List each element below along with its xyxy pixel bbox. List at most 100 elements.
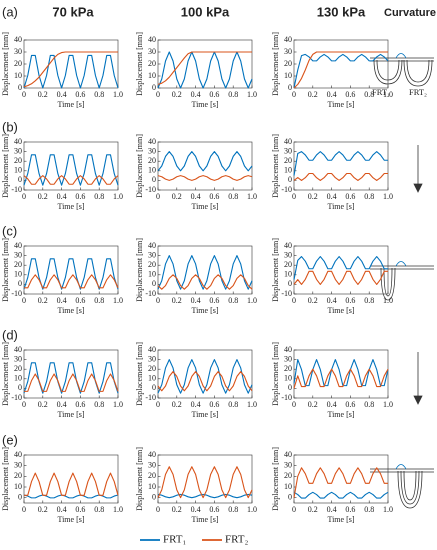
plot-frame [293,141,389,191]
y-tick-label: 0 [18,279,22,288]
x-tick-label: 0.2 [38,90,48,99]
series-line [157,151,253,172]
plot-frame [157,141,253,191]
y-tick-label: 0 [152,492,156,501]
x-tick-label: 0.8 [94,192,104,201]
series-line [293,51,388,89]
y-tick-label: -10 [281,289,292,298]
series-line [293,151,388,176]
series-line [157,466,253,499]
x-tick-label: 1.0 [113,505,123,514]
y-axis-label: Displacement [mm] [1,32,10,96]
x-tick-label: 0 [292,400,296,409]
y-tick-label: 30 [284,250,292,259]
y-tick-label: -10 [145,185,156,194]
y-axis-label: Displacement [mm] [271,32,280,96]
curvature-drawing [370,53,434,509]
x-tick-label: 0.8 [364,296,374,305]
y-tick-label: 30 [14,460,22,469]
x-tick-label: 0 [156,296,160,305]
y-tick-label: 0 [152,383,156,392]
y-tick-label: 40 [148,137,156,146]
x-tick-label: 0.8 [228,192,238,201]
series-line [293,467,388,498]
x-tick-label: 0.6 [209,400,219,409]
x-axis-label: Time [s] [191,306,218,315]
y-tick-label: 0 [288,279,292,288]
y-tick-label: 20 [14,156,22,165]
y-tick-label: 10 [148,71,156,80]
x-tick-label: 0.2 [38,296,48,305]
y-tick-label: 10 [14,482,22,491]
y-tick-label: 10 [148,482,156,491]
row-label: (c) [2,223,17,238]
x-tick-label: 1.0 [247,400,257,409]
x-tick-label: 0.6 [75,296,85,305]
x-axis-label: Time [s] [57,100,84,109]
x-tick-label: 0.6 [209,505,219,514]
x-tick-label: 0.2 [38,400,48,409]
y-tick-label: 30 [148,250,156,259]
plot-frame [23,454,119,504]
x-tick-label: 0 [22,296,26,305]
series-line [23,258,119,290]
x-tick-label: 1.0 [247,192,257,201]
x-tick-label: 0.6 [75,192,85,201]
y-tick-label: 30 [284,354,292,363]
plot-frame [157,245,253,295]
x-tick-label: 0.4 [327,400,337,409]
series-line [293,359,389,387]
y-tick-label: 10 [148,270,156,279]
y-tick-label: 10 [14,166,22,175]
series-line [293,368,389,389]
x-tick-label: 0 [22,400,26,409]
x-tick-label: 0.2 [172,192,182,201]
y-tick-label: 30 [284,146,292,155]
x-tick-label: 0.2 [308,505,318,514]
row-label: (b) [2,119,18,134]
y-tick-label: 10 [284,166,292,175]
x-tick-label: 0.4 [327,505,337,514]
x-axis-label: Time [s] [57,202,84,211]
y-tick-label: 30 [148,47,156,56]
y-tick-label: 30 [148,146,156,155]
x-tick-label: 0.8 [364,90,374,99]
x-tick-label: 0 [292,296,296,305]
y-axis-label: Displacement [mm] [1,342,10,406]
y-tick-label: 30 [14,146,22,155]
x-tick-label: 0.6 [209,192,219,201]
x-tick-label: 0.2 [172,90,182,99]
x-tick-label: 1.0 [113,400,123,409]
x-tick-label: 0.6 [75,505,85,514]
y-axis-label: Displacement [mm] [271,238,280,302]
y-tick-label: 40 [148,35,156,44]
plot-frame [157,349,253,399]
x-axis-label: Time [s] [57,410,84,419]
row-label: (d) [2,327,18,342]
y-axis-label: Displacement [mm] [135,32,144,96]
y-tick-label: 0 [152,83,156,92]
y-axis-label: Displacement [mm] [135,447,144,511]
x-tick-label: 0.8 [228,296,238,305]
y-tick-label: 40 [14,35,22,44]
y-tick-label: 40 [14,241,22,250]
x-tick-label: 0 [156,505,160,514]
x-tick-label: 0.4 [327,192,337,201]
plot-frame [293,245,389,295]
y-tick-label: 20 [148,364,156,373]
y-tick-label: 20 [284,364,292,373]
x-tick-label: 0.4 [327,90,337,99]
row-label: (a) [2,4,18,19]
y-tick-label: 30 [14,47,22,56]
x-tick-label: 1.0 [113,296,123,305]
x-tick-label: 0.6 [209,90,219,99]
x-tick-label: 0.4 [191,400,201,409]
y-axis-label: Displacement [mm] [271,447,280,511]
x-tick-label: 0 [292,192,296,201]
series-line [23,51,118,88]
x-axis-label: Time [s] [327,410,354,419]
x-tick-label: 1.0 [247,296,257,305]
y-tick-label: 10 [148,166,156,175]
series-line [157,274,253,290]
x-tick-label: 0.6 [75,90,85,99]
